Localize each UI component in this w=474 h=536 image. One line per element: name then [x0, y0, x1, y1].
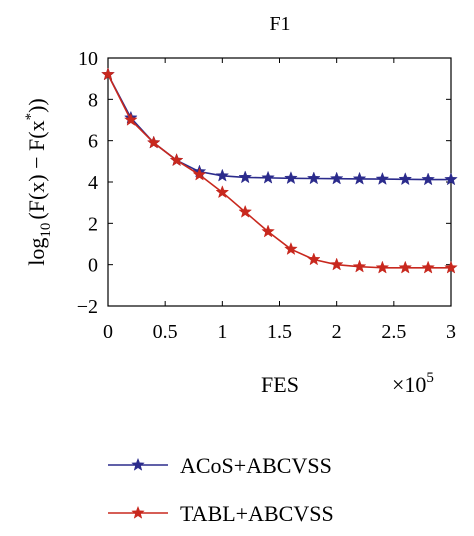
- series-layer: [101, 67, 458, 274]
- y-tick-label: 2: [88, 213, 98, 235]
- y-label-sub: 10: [38, 223, 54, 238]
- data-point: [261, 170, 275, 184]
- y-tick-label: 10: [78, 48, 98, 70]
- legend-marker: [131, 457, 145, 471]
- y-tick-label: 6: [88, 131, 98, 153]
- data-point: [352, 171, 367, 185]
- data-point: [329, 171, 344, 185]
- x-tick-label: 0: [103, 321, 113, 343]
- data-point: [284, 171, 298, 185]
- data-point: [169, 153, 184, 167]
- y-label-tail: )): [24, 98, 49, 113]
- plot-frame: [107, 57, 452, 307]
- data-point: [352, 259, 367, 273]
- y-label-body: (F(x) − F(x: [24, 120, 49, 219]
- y-label-log: log: [24, 238, 49, 266]
- x-axis-ticks: 0 0.5 1 1.5 2 2.5 3: [103, 58, 456, 343]
- data-point: [306, 252, 321, 266]
- data-point: [421, 172, 435, 186]
- y-tick-label: 8: [88, 89, 98, 111]
- data-point: [398, 260, 413, 274]
- data-point: [215, 185, 230, 199]
- legend: ACoS+ABCVSS TABL+ABCVSS: [108, 453, 334, 526]
- x-tick-label: 1: [217, 321, 227, 343]
- legend-label: ACoS+ABCVSS: [180, 453, 332, 478]
- y-tick-label: 0: [88, 255, 98, 277]
- series-line: [107, 74, 451, 269]
- data-point: [284, 241, 298, 256]
- legend-label: TABL+ABCVSS: [180, 501, 334, 526]
- y-tick-label: 4: [88, 172, 98, 194]
- x-tick-label: 2: [332, 321, 342, 343]
- data-point: [101, 67, 115, 81]
- x-tick-label: 0.5: [153, 321, 178, 343]
- data-point: [329, 257, 344, 271]
- data-point: [238, 204, 253, 218]
- data-point: [238, 170, 253, 184]
- chart-title: F1: [269, 13, 290, 35]
- y-label-sup: *: [23, 113, 39, 121]
- series-line: [107, 74, 451, 181]
- y-axis-ticks: −2 0 2 4 6 8 10: [77, 48, 451, 318]
- x-tick-label: 1.5: [267, 321, 292, 343]
- y-axis-label: log10 (F(x) − F(x*)): [23, 98, 54, 265]
- x-axis-multiplier: ×105: [392, 370, 434, 397]
- data-point: [261, 224, 275, 238]
- x-multiplier-base: ×10: [392, 372, 426, 397]
- data-point: [375, 171, 390, 185]
- data-point: [421, 260, 435, 274]
- data-point: [124, 112, 138, 126]
- series-tabl-abcvss: [101, 67, 458, 274]
- data-point: [398, 172, 413, 186]
- data-point: [444, 172, 458, 186]
- legend-entry: ACoS+ABCVSS: [108, 453, 332, 478]
- x-multiplier-exp: 5: [426, 370, 434, 386]
- x-axis-label: FES: [261, 372, 299, 397]
- data-point: [192, 167, 207, 181]
- legend-marker: [131, 505, 145, 519]
- x-tick-label: 3: [446, 321, 456, 343]
- data-point: [306, 171, 321, 185]
- data-point: [444, 260, 458, 274]
- y-tick-label: −2: [77, 296, 98, 318]
- data-point: [146, 135, 161, 149]
- legend-entry: TABL+ABCVSS: [108, 501, 334, 526]
- x-tick-label: 2.5: [381, 321, 406, 343]
- series-acos-abcvss: [101, 67, 458, 186]
- data-point: [375, 260, 390, 274]
- data-point: [215, 168, 230, 182]
